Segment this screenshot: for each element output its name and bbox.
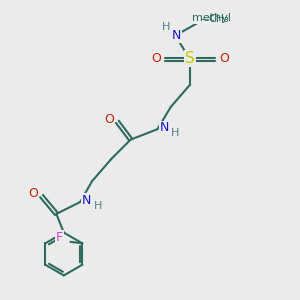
Text: F: F — [56, 231, 63, 244]
Text: N: N — [172, 29, 182, 42]
Text: N: N — [159, 121, 169, 134]
Text: CH₃: CH₃ — [208, 14, 229, 24]
Text: N: N — [82, 194, 92, 207]
Text: S: S — [185, 51, 195, 66]
Text: methyl: methyl — [192, 13, 231, 23]
Text: —: — — [200, 15, 209, 24]
Text: O: O — [219, 52, 229, 65]
Text: O: O — [104, 113, 114, 126]
Text: O: O — [152, 52, 161, 65]
Text: O: O — [28, 187, 38, 200]
Text: H: H — [94, 201, 102, 211]
Text: H: H — [171, 128, 179, 138]
Text: H: H — [162, 22, 170, 32]
